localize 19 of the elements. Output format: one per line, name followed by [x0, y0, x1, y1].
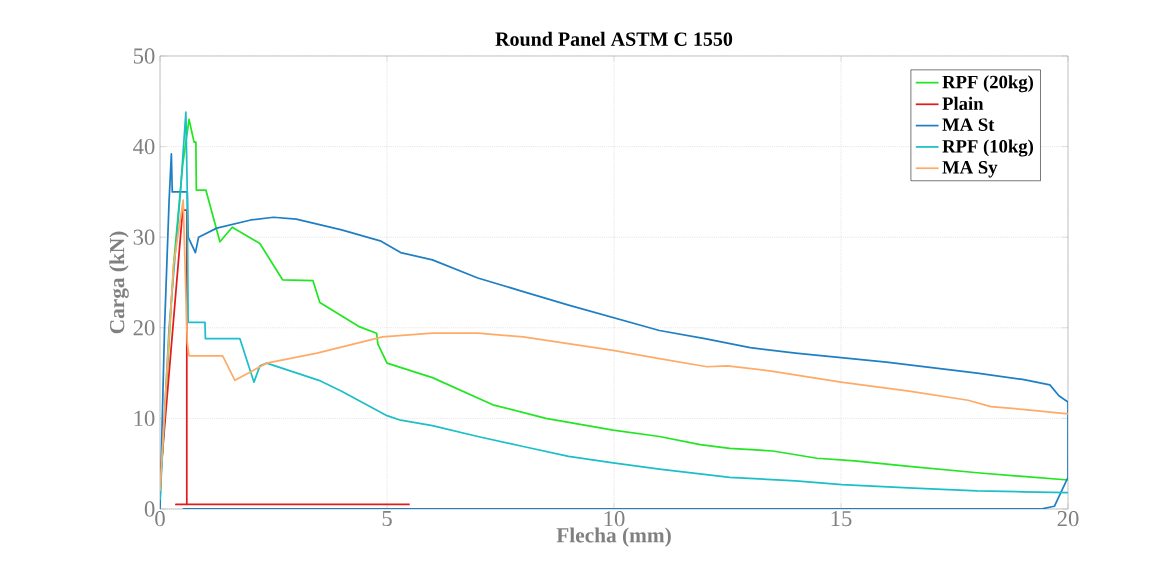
- y-tick-label: 20: [133, 320, 155, 336]
- chart-title: Round Panel ASTM C 1550: [495, 31, 733, 46]
- y-tick-label: 0: [144, 501, 155, 517]
- legend-label: MA Sy: [942, 161, 998, 178]
- y-tick-label: 50: [133, 48, 155, 64]
- legend-label: RPF (20kg): [942, 75, 1034, 93]
- x-tick-label: 5: [382, 511, 392, 527]
- x-tick-label: 0: [155, 511, 165, 527]
- x-tick-label: 10: [604, 511, 625, 527]
- x-axis-title: Flecha (mm): [556, 527, 671, 547]
- legend-label: RPF (10kg): [942, 139, 1034, 157]
- y-tick-label: 10: [134, 410, 155, 427]
- legend-label: Plain: [942, 96, 984, 110]
- y-axis-title: Carga (kN): [109, 231, 129, 334]
- x-tick-label: 20: [1057, 511, 1079, 527]
- y-tick-label: 30: [133, 229, 155, 245]
- x-tick-label: 15: [831, 511, 852, 527]
- legend-label: MA St: [942, 118, 995, 131]
- y-tick-label: 40: [133, 138, 155, 155]
